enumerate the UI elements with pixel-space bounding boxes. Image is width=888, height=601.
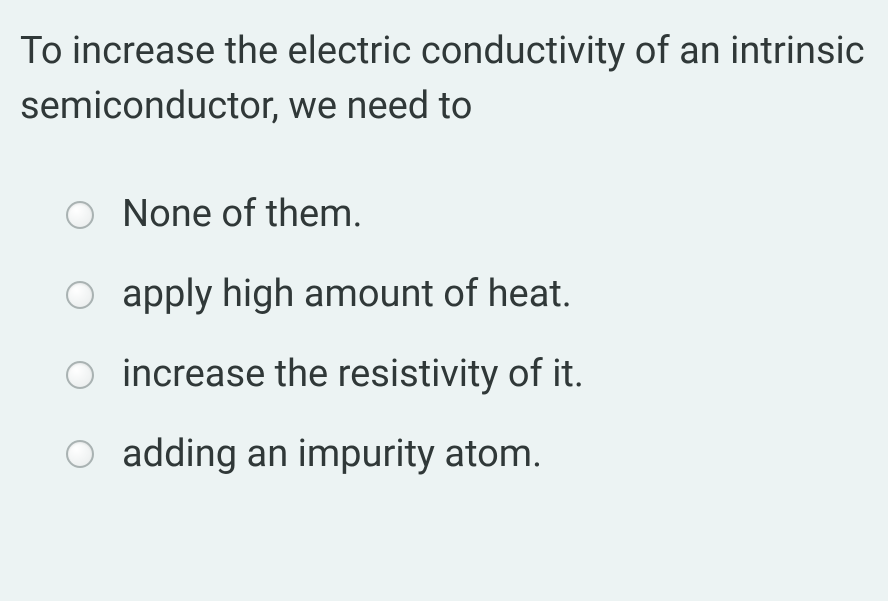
option-row[interactable]: increase the resistivity of it. [66,354,868,396]
options-group: None of them. apply high amount of heat.… [20,194,868,475]
option-row[interactable]: apply high amount of heat. [66,274,868,316]
option-label: apply high amount of heat. [122,274,572,316]
option-label: None of them. [122,194,363,236]
radio-icon[interactable] [66,361,94,389]
radio-icon[interactable] [66,440,94,468]
option-row[interactable]: adding an impurity atom. [66,434,868,476]
question-text: To increase the electric conductivity of… [20,24,868,134]
option-label: adding an impurity atom. [122,434,542,476]
option-row[interactable]: None of them. [66,194,868,236]
option-label: increase the resistivity of it. [122,354,584,396]
radio-icon[interactable] [66,281,94,309]
radio-icon[interactable] [66,201,94,229]
